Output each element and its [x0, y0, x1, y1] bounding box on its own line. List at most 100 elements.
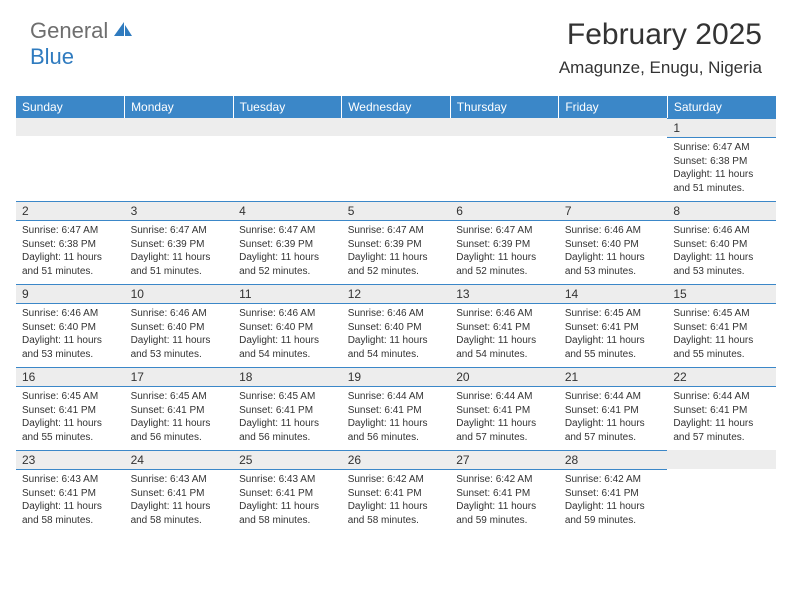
- day-details: Sunrise: 6:43 AMSunset: 6:41 PMDaylight:…: [125, 470, 234, 533]
- calendar-cell: [667, 450, 776, 533]
- calendar-cell: 12Sunrise: 6:46 AMSunset: 6:40 PMDayligh…: [342, 284, 451, 367]
- day-details: Sunrise: 6:42 AMSunset: 6:41 PMDaylight:…: [559, 470, 668, 533]
- calendar-cell: [125, 118, 234, 201]
- calendar-cell: 25Sunrise: 6:43 AMSunset: 6:41 PMDayligh…: [233, 450, 342, 533]
- month-title: February 2025: [559, 18, 762, 52]
- day-details: Sunrise: 6:43 AMSunset: 6:41 PMDaylight:…: [16, 470, 125, 533]
- calendar-head: SundayMondayTuesdayWednesdayThursdayFrid…: [16, 96, 776, 118]
- day-number: 23: [16, 450, 125, 470]
- calendar-cell: 11Sunrise: 6:46 AMSunset: 6:40 PMDayligh…: [233, 284, 342, 367]
- day-details: Sunrise: 6:46 AMSunset: 6:41 PMDaylight:…: [450, 304, 559, 367]
- day-details: Sunrise: 6:45 AMSunset: 6:41 PMDaylight:…: [16, 387, 125, 450]
- weekday-header: Thursday: [450, 96, 559, 118]
- day-details: Sunrise: 6:47 AMSunset: 6:39 PMDaylight:…: [233, 221, 342, 284]
- calendar-cell: 9Sunrise: 6:46 AMSunset: 6:40 PMDaylight…: [16, 284, 125, 367]
- day-number: 15: [667, 284, 776, 304]
- day-number: 20: [450, 367, 559, 387]
- day-number: 17: [125, 367, 234, 387]
- day-details: Sunrise: 6:47 AMSunset: 6:39 PMDaylight:…: [450, 221, 559, 284]
- calendar-cell: 3Sunrise: 6:47 AMSunset: 6:39 PMDaylight…: [125, 201, 234, 284]
- calendar-week: 2Sunrise: 6:47 AMSunset: 6:38 PMDaylight…: [16, 201, 776, 284]
- day-number: [342, 118, 451, 136]
- logo-text-general: General: [30, 18, 108, 44]
- day-details: Sunrise: 6:47 AMSunset: 6:38 PMDaylight:…: [16, 221, 125, 284]
- calendar-cell: 16Sunrise: 6:45 AMSunset: 6:41 PMDayligh…: [16, 367, 125, 450]
- day-number: 9: [16, 284, 125, 304]
- calendar-cell: 13Sunrise: 6:46 AMSunset: 6:41 PMDayligh…: [450, 284, 559, 367]
- day-details: Sunrise: 6:46 AMSunset: 6:40 PMDaylight:…: [16, 304, 125, 367]
- calendar-cell: 24Sunrise: 6:43 AMSunset: 6:41 PMDayligh…: [125, 450, 234, 533]
- day-number: [233, 118, 342, 136]
- calendar-cell: [233, 118, 342, 201]
- day-details: Sunrise: 6:44 AMSunset: 6:41 PMDaylight:…: [559, 387, 668, 450]
- day-details: Sunrise: 6:46 AMSunset: 6:40 PMDaylight:…: [233, 304, 342, 367]
- day-number: 27: [450, 450, 559, 470]
- day-number: 7: [559, 201, 668, 221]
- day-details: Sunrise: 6:46 AMSunset: 6:40 PMDaylight:…: [667, 221, 776, 284]
- day-number: 22: [667, 367, 776, 387]
- day-number: [125, 118, 234, 136]
- weekday-header: Sunday: [16, 96, 125, 118]
- day-number: 8: [667, 201, 776, 221]
- day-details: Sunrise: 6:47 AMSunset: 6:39 PMDaylight:…: [342, 221, 451, 284]
- day-details: Sunrise: 6:42 AMSunset: 6:41 PMDaylight:…: [450, 470, 559, 533]
- weekday-header: Saturday: [667, 96, 776, 118]
- day-number: 3: [125, 201, 234, 221]
- day-details: Sunrise: 6:45 AMSunset: 6:41 PMDaylight:…: [559, 304, 668, 367]
- calendar-cell: 1Sunrise: 6:47 AMSunset: 6:38 PMDaylight…: [667, 118, 776, 201]
- logo-text-blue: Blue: [30, 44, 74, 69]
- calendar-cell: 26Sunrise: 6:42 AMSunset: 6:41 PMDayligh…: [342, 450, 451, 533]
- calendar-cell: 15Sunrise: 6:45 AMSunset: 6:41 PMDayligh…: [667, 284, 776, 367]
- calendar-cell: 18Sunrise: 6:45 AMSunset: 6:41 PMDayligh…: [233, 367, 342, 450]
- calendar-cell: 5Sunrise: 6:47 AMSunset: 6:39 PMDaylight…: [342, 201, 451, 284]
- weekday-header: Tuesday: [233, 96, 342, 118]
- calendar-cell: 10Sunrise: 6:46 AMSunset: 6:40 PMDayligh…: [125, 284, 234, 367]
- calendar-cell: [559, 118, 668, 201]
- day-number: 5: [342, 201, 451, 221]
- calendar-cell: 27Sunrise: 6:42 AMSunset: 6:41 PMDayligh…: [450, 450, 559, 533]
- day-details: Sunrise: 6:44 AMSunset: 6:41 PMDaylight:…: [342, 387, 451, 450]
- day-number: [450, 118, 559, 136]
- day-number: 6: [450, 201, 559, 221]
- day-details: Sunrise: 6:45 AMSunset: 6:41 PMDaylight:…: [125, 387, 234, 450]
- calendar-cell: 23Sunrise: 6:43 AMSunset: 6:41 PMDayligh…: [16, 450, 125, 533]
- day-number: [559, 118, 668, 136]
- calendar-cell: [16, 118, 125, 201]
- day-number: 21: [559, 367, 668, 387]
- day-number: 16: [16, 367, 125, 387]
- day-details: Sunrise: 6:47 AMSunset: 6:38 PMDaylight:…: [667, 138, 776, 201]
- day-number: 25: [233, 450, 342, 470]
- day-details: Sunrise: 6:43 AMSunset: 6:41 PMDaylight:…: [233, 470, 342, 533]
- calendar-week: 23Sunrise: 6:43 AMSunset: 6:41 PMDayligh…: [16, 450, 776, 533]
- day-details: Sunrise: 6:45 AMSunset: 6:41 PMDaylight:…: [667, 304, 776, 367]
- calendar-cell: 28Sunrise: 6:42 AMSunset: 6:41 PMDayligh…: [559, 450, 668, 533]
- day-number: 18: [233, 367, 342, 387]
- day-number: 26: [342, 450, 451, 470]
- day-number: 4: [233, 201, 342, 221]
- day-number: 14: [559, 284, 668, 304]
- weekday-header: Monday: [125, 96, 234, 118]
- title-block: February 2025 Amagunze, Enugu, Nigeria: [559, 18, 762, 78]
- calendar-cell: 8Sunrise: 6:46 AMSunset: 6:40 PMDaylight…: [667, 201, 776, 284]
- calendar-cell: 17Sunrise: 6:45 AMSunset: 6:41 PMDayligh…: [125, 367, 234, 450]
- day-number: 13: [450, 284, 559, 304]
- day-details: Sunrise: 6:46 AMSunset: 6:40 PMDaylight:…: [342, 304, 451, 367]
- day-number: 1: [667, 118, 776, 138]
- calendar-cell: 21Sunrise: 6:44 AMSunset: 6:41 PMDayligh…: [559, 367, 668, 450]
- calendar-cell: 19Sunrise: 6:44 AMSunset: 6:41 PMDayligh…: [342, 367, 451, 450]
- day-number: 12: [342, 284, 451, 304]
- calendar-cell: [342, 118, 451, 201]
- day-number: 10: [125, 284, 234, 304]
- calendar-cell: 6Sunrise: 6:47 AMSunset: 6:39 PMDaylight…: [450, 201, 559, 284]
- day-number: 2: [16, 201, 125, 221]
- header: General February 2025 Amagunze, Enugu, N…: [0, 0, 792, 88]
- day-number: 19: [342, 367, 451, 387]
- day-details: Sunrise: 6:42 AMSunset: 6:41 PMDaylight:…: [342, 470, 451, 533]
- day-details: Sunrise: 6:47 AMSunset: 6:39 PMDaylight:…: [125, 221, 234, 284]
- weekday-header: Wednesday: [342, 96, 451, 118]
- day-details: Sunrise: 6:44 AMSunset: 6:41 PMDaylight:…: [667, 387, 776, 450]
- calendar-cell: 14Sunrise: 6:45 AMSunset: 6:41 PMDayligh…: [559, 284, 668, 367]
- calendar-cell: 4Sunrise: 6:47 AMSunset: 6:39 PMDaylight…: [233, 201, 342, 284]
- logo-blue-text-wrap: Blue: [30, 44, 74, 70]
- calendar-table: SundayMondayTuesdayWednesdayThursdayFrid…: [16, 96, 776, 533]
